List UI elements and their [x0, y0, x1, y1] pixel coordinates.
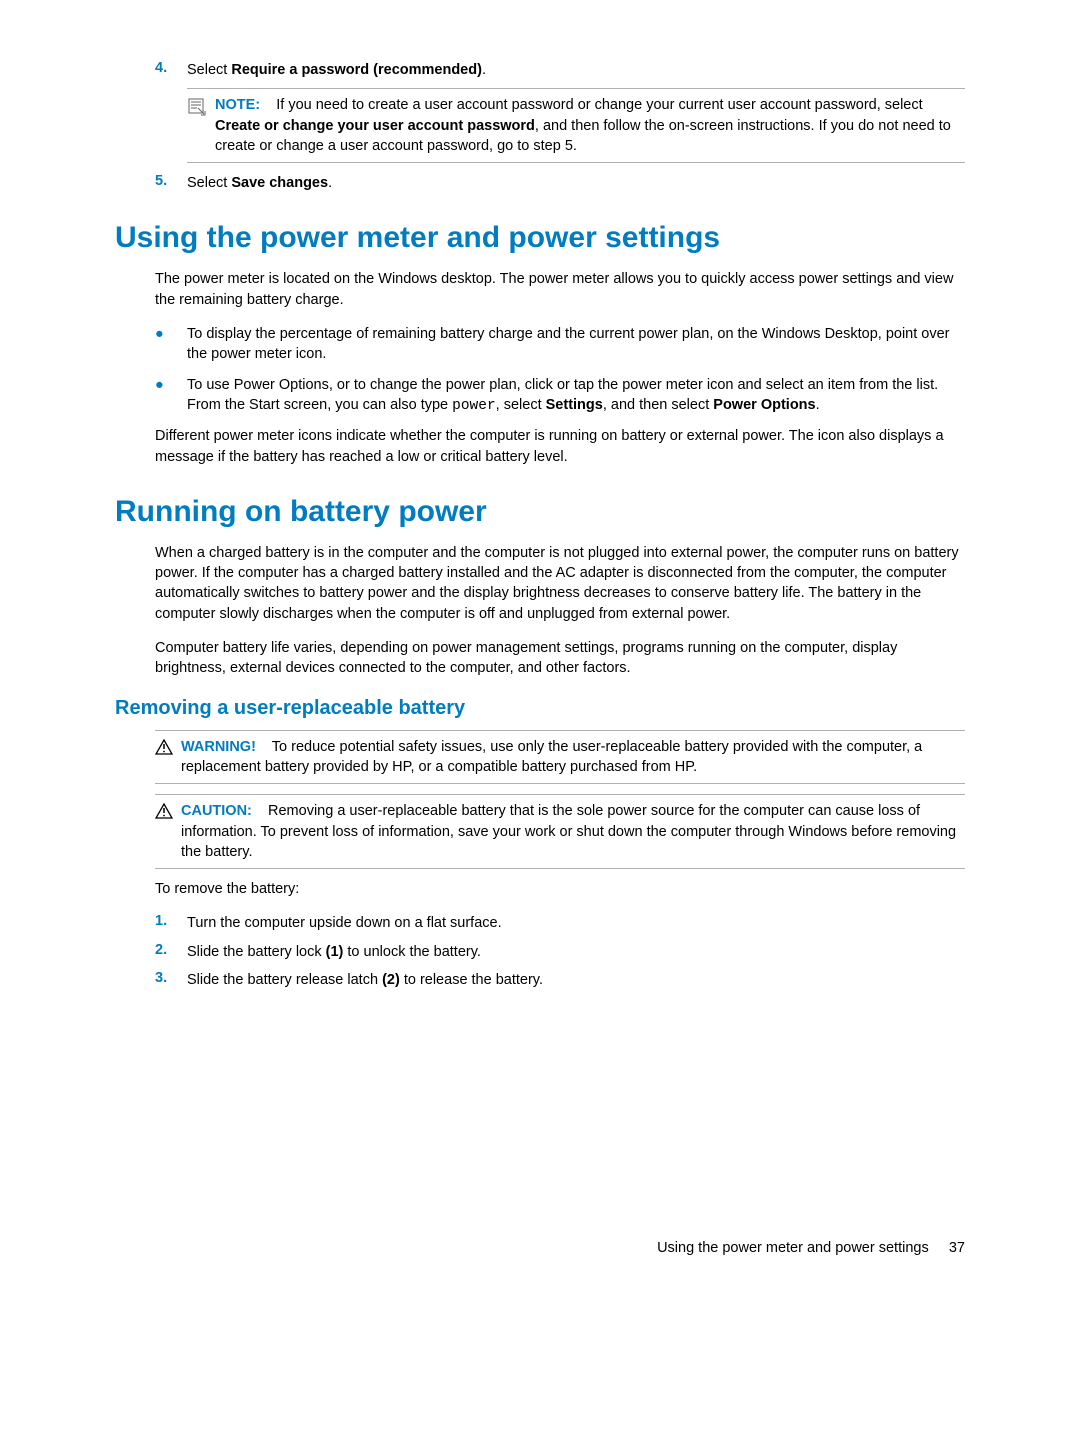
caution-callout: CAUTION: Removing a user-replaceable bat…	[155, 794, 965, 869]
step5-bold: Save changes	[231, 175, 328, 191]
bullet-dot-icon: ●	[155, 324, 187, 365]
note-bold: Create or change your user account passw…	[215, 118, 535, 134]
step-4-text: Select Require a password (recommended).	[187, 60, 965, 80]
warning-icon	[155, 737, 181, 778]
footer-title: Using the power meter and power settings	[657, 1240, 929, 1256]
r2-text: Slide the battery lock (1) to unlock the…	[187, 942, 965, 962]
r3-text: Slide the battery release latch (2) to r…	[187, 970, 965, 990]
note-icon	[187, 95, 215, 156]
remove-step-2: 2. Slide the battery lock (1) to unlock …	[115, 942, 965, 962]
heading-remove-battery: Removing a user-replaceable battery	[115, 697, 965, 720]
pm-bullet-2: ● To use Power Options, or to change the…	[115, 375, 965, 417]
pm-b2-bold2: Power Options	[713, 397, 815, 413]
heading-power-meter: Using the power meter and power settings	[115, 221, 965, 255]
pm-bullet-1: ● To display the percentage of remaining…	[115, 324, 965, 365]
warning-text: WARNING! To reduce potential safety issu…	[181, 737, 965, 778]
r2-t1: Slide the battery lock	[187, 944, 326, 960]
r3-num: 3.	[155, 970, 187, 990]
r1-num: 1.	[155, 913, 187, 933]
r3-t1: Slide the battery release latch	[187, 972, 382, 988]
note-text: NOTE: If you need to create a user accou…	[215, 95, 965, 156]
step-5-number: 5.	[155, 173, 187, 193]
heading-battery-power: Running on battery power	[115, 495, 965, 529]
pm-b2-mono: power	[452, 398, 496, 414]
r2-t2: to unlock the battery.	[343, 944, 481, 960]
caution-body: Removing a user-replaceable battery that…	[181, 803, 956, 860]
pm-b2-bold1: Settings	[546, 397, 603, 413]
bullet-dot-icon: ●	[155, 375, 187, 417]
pm-outro: Different power meter icons indicate whe…	[115, 426, 965, 467]
step4-pre: Select	[187, 62, 231, 78]
step-5-text: Select Save changes.	[187, 173, 965, 193]
warning-label: WARNING!	[181, 739, 256, 755]
remove-intro: To remove the battery:	[115, 879, 965, 899]
r3-t2: to release the battery.	[400, 972, 543, 988]
step-5: 5. Select Save changes.	[115, 173, 965, 193]
r1-text: Turn the computer upside down on a flat …	[187, 913, 965, 933]
step-4: 4. Select Require a password (recommende…	[115, 60, 965, 80]
remove-step-1: 1. Turn the computer upside down on a fl…	[115, 913, 965, 933]
warning-body: To reduce potential safety issues, use o…	[181, 739, 922, 775]
note-t1: If you need to create a user account pas…	[276, 97, 922, 113]
pm-b2-t3: , and then select	[603, 397, 713, 413]
rb-p1: When a charged battery is in the compute…	[115, 543, 965, 624]
step5-post: .	[328, 175, 332, 191]
caution-label: CAUTION:	[181, 803, 252, 819]
pm-intro: The power meter is located on the Window…	[115, 269, 965, 310]
rb-p2: Computer battery life varies, depending …	[115, 638, 965, 679]
caution-text: CAUTION: Removing a user-replaceable bat…	[181, 801, 965, 862]
caution-icon	[155, 801, 181, 862]
page-footer: Using the power meter and power settings…	[115, 1240, 965, 1256]
step5-pre: Select	[187, 175, 231, 191]
r2-b: (1)	[326, 944, 344, 960]
warning-callout: WARNING! To reduce potential safety issu…	[155, 730, 965, 785]
document-page: 4. Select Require a password (recommende…	[0, 0, 1080, 1316]
step-4-number: 4.	[155, 60, 187, 80]
note-callout: NOTE: If you need to create a user accou…	[187, 88, 965, 163]
pm-b2-t4: .	[816, 397, 820, 413]
pm-b2-text: To use Power Options, or to change the p…	[187, 375, 965, 417]
step4-bold: Require a password (recommended)	[231, 62, 482, 78]
note-label: NOTE:	[215, 97, 260, 113]
step4-post: .	[482, 62, 486, 78]
remove-step-3: 3. Slide the battery release latch (2) t…	[115, 970, 965, 990]
r3-b: (2)	[382, 972, 400, 988]
r2-num: 2.	[155, 942, 187, 962]
pm-b1-text: To display the percentage of remaining b…	[187, 324, 965, 365]
footer-page: 37	[949, 1240, 965, 1256]
pm-b2-t2: , select	[496, 397, 546, 413]
